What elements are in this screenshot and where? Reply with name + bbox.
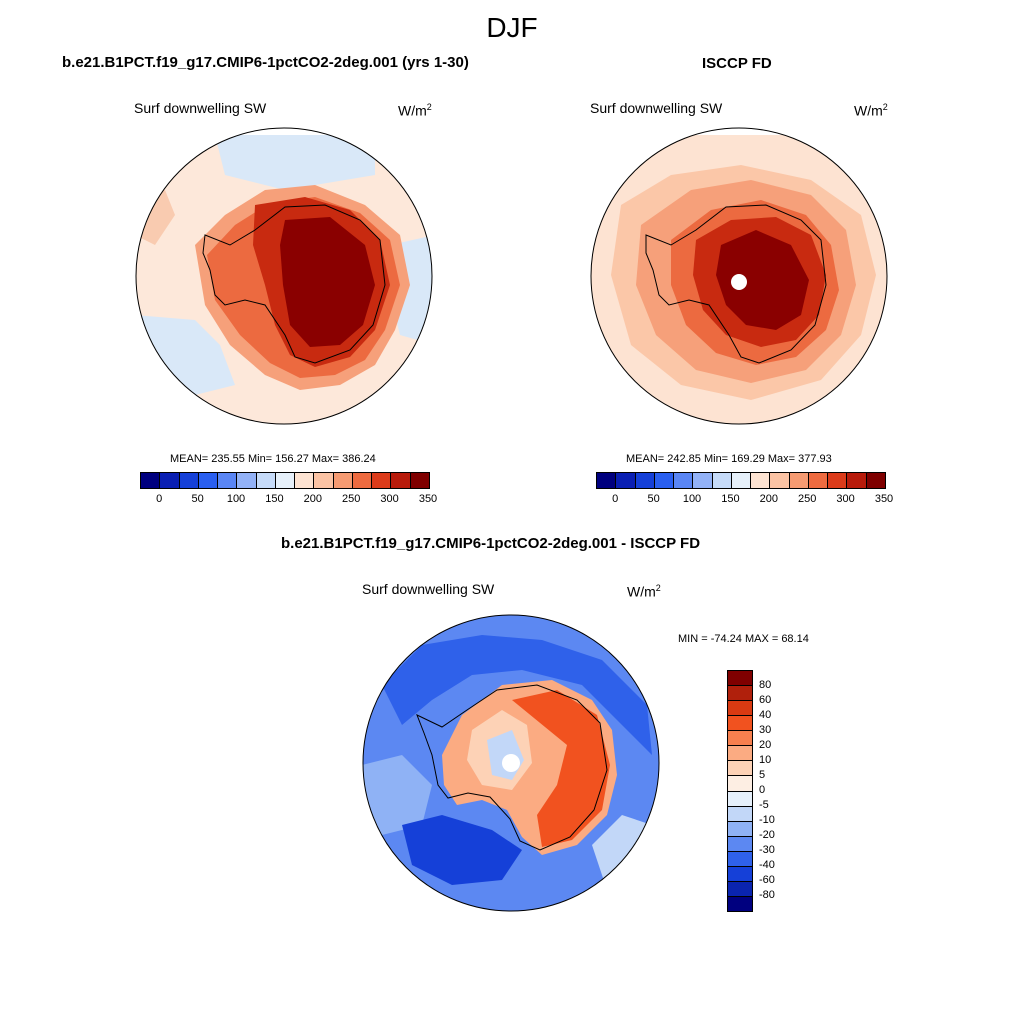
diff-variable-label: Surf downwelling SW: [362, 581, 495, 597]
diff-colorbar-swatch: [728, 881, 752, 897]
diff-colorbar-tick-label: -5: [759, 799, 769, 811]
obs-colorbar-swatch: [693, 473, 713, 488]
obs-colorbar-ticks: 0 50 100 150 200 250 300 350: [596, 493, 893, 507]
case-colorbar-swatch: [256, 473, 276, 488]
diff-colorbar-swatch: [728, 716, 752, 732]
obs-colorbar-swatch: [866, 473, 885, 488]
case-colorbar-tick-label: 0: [156, 493, 163, 505]
obs-colorbar: [596, 472, 886, 489]
case-colorbar-swatch: [218, 473, 238, 488]
diff-colorbar-tick-label: -60: [759, 874, 775, 886]
obs-colorbar-tick-label: 250: [798, 493, 817, 505]
obs-units-label: W/m2: [854, 102, 888, 119]
obs-colorbar-tick-label: 50: [647, 493, 660, 505]
case-units-label: W/m2: [398, 102, 432, 119]
case-colorbar-swatch: [275, 473, 296, 488]
case-colorbar-swatch: [372, 473, 392, 488]
case-polar-map: [135, 127, 433, 425]
case-colorbar-tick-label: 150: [265, 493, 284, 505]
diff-colorbar-swatch: [728, 761, 752, 777]
diff-colorbar-tick-label: -10: [759, 814, 775, 826]
diff-colorbar-tick-label: -40: [759, 859, 775, 871]
diff-colorbar-swatch: [728, 821, 752, 837]
diff-colorbar-tick-label: 10: [759, 754, 772, 766]
diff-polar-map: [362, 614, 660, 912]
obs-colorbar-swatch: [712, 473, 732, 488]
obs-stats: MEAN= 242.85 Min= 169.29 Max= 377.93: [626, 453, 832, 465]
case-colorbar-tick-label: 350: [418, 493, 438, 505]
diff-colorbar-tick-label: -80: [759, 889, 775, 901]
diff-colorbar-tick-label: 60: [759, 694, 772, 706]
case-colorbar-swatch: [391, 473, 411, 488]
diff-colorbar-swatch: [728, 746, 752, 762]
diff-colorbar-tick-label: -30: [759, 844, 775, 856]
obs-variable-label: Surf downwelling SW: [590, 100, 723, 116]
diff-stats: MIN = -74.24 MAX = 68.14: [678, 633, 809, 645]
case-colorbar-swatch: [314, 473, 334, 488]
diff-colorbar-ticks: 80 60 40 30 20 10 5 0 -5 -10 -20 -30 -40 -60 -80: [759, 670, 799, 910]
obs-colorbar-swatch: [731, 473, 752, 488]
case-colorbar-swatch: [160, 473, 180, 488]
diff-colorbar: [727, 670, 753, 912]
obs-colorbar-swatch: [808, 473, 829, 488]
obs-colorbar-tick-label: 300: [836, 493, 855, 505]
obs-colorbar-swatch: [828, 473, 848, 488]
diff-colorbar-swatch: [728, 896, 752, 911]
case-colorbar-swatch: [295, 473, 315, 488]
obs-colorbar-swatch: [635, 473, 655, 488]
case-colorbar-swatch: [141, 473, 161, 488]
obs-panel-title: ISCCP FD: [702, 55, 772, 72]
case-colorbar-ticks: 0 50 100 150 200 250 300 350: [140, 493, 437, 507]
case-colorbar-swatch: [352, 473, 373, 488]
case-colorbar-tick-label: 200: [303, 493, 322, 505]
diff-colorbar-swatch: [728, 836, 752, 852]
diff-colorbar-swatch: [728, 791, 752, 807]
case-colorbar-swatch: [237, 473, 257, 488]
diff-colorbar-swatch: [728, 776, 752, 792]
obs-colorbar-tick-label: 0: [612, 493, 619, 505]
obs-colorbar-swatch: [770, 473, 790, 488]
diff-colorbar-tick-label: 5: [759, 769, 766, 781]
obs-colorbar-tick-label: 350: [874, 493, 894, 505]
case-stats: MEAN= 235.55 Min= 156.27 Max= 386.24: [170, 453, 376, 465]
obs-colorbar-tick-label: 150: [721, 493, 740, 505]
obs-colorbar-swatch: [674, 473, 694, 488]
obs-colorbar-tick-label: 100: [682, 493, 702, 505]
obs-polar-map: [590, 127, 888, 425]
case-colorbar: [140, 472, 430, 489]
diff-colorbar-tick-label: -20: [759, 829, 775, 841]
case-panel-title: b.e21.B1PCT.f19_g17.CMIP6-1pctCO2-2deg.0…: [62, 54, 469, 71]
case-colorbar-tick-label: 50: [191, 493, 204, 505]
diff-colorbar-swatch: [728, 701, 752, 717]
case-colorbar-tick-label: 250: [342, 493, 361, 505]
diff-colorbar-swatch: [728, 866, 752, 882]
diff-colorbar-tick-label: 0: [759, 784, 766, 796]
diff-colorbar-swatch: [728, 806, 752, 822]
diff-colorbar-tick-label: 20: [759, 739, 772, 751]
diff-panel-title: b.e21.B1PCT.f19_g17.CMIP6-1pctCO2-2deg.0…: [281, 535, 701, 552]
obs-colorbar-swatch: [597, 473, 617, 488]
diff-colorbar-swatch: [728, 731, 752, 747]
case-variable-label: Surf downwelling SW: [134, 100, 267, 116]
case-colorbar-swatch: [198, 473, 219, 488]
obs-colorbar-tick-label: 200: [759, 493, 778, 505]
diff-colorbar-swatch: [728, 686, 752, 702]
obs-colorbar-swatch: [847, 473, 867, 488]
obs-colorbar-swatch: [751, 473, 771, 488]
case-colorbar-swatch: [410, 473, 429, 488]
diff-colorbar-swatch: [728, 851, 752, 867]
obs-colorbar-swatch: [789, 473, 809, 488]
diff-colorbar-swatch: [728, 671, 752, 687]
diff-colorbar-tick-label: 80: [759, 679, 772, 691]
obs-colorbar-swatch: [616, 473, 636, 488]
case-colorbar-swatch: [333, 473, 353, 488]
season-title: DJF: [486, 12, 538, 43]
case-colorbar-swatch: [179, 473, 199, 488]
obs-colorbar-swatch: [654, 473, 675, 488]
diff-colorbar-tick-label: 40: [759, 709, 772, 721]
diff-colorbar-tick-label: 30: [759, 724, 772, 736]
case-colorbar-tick-label: 300: [380, 493, 399, 505]
diff-units-label: W/m2: [627, 583, 661, 600]
case-colorbar-tick-label: 100: [226, 493, 246, 505]
